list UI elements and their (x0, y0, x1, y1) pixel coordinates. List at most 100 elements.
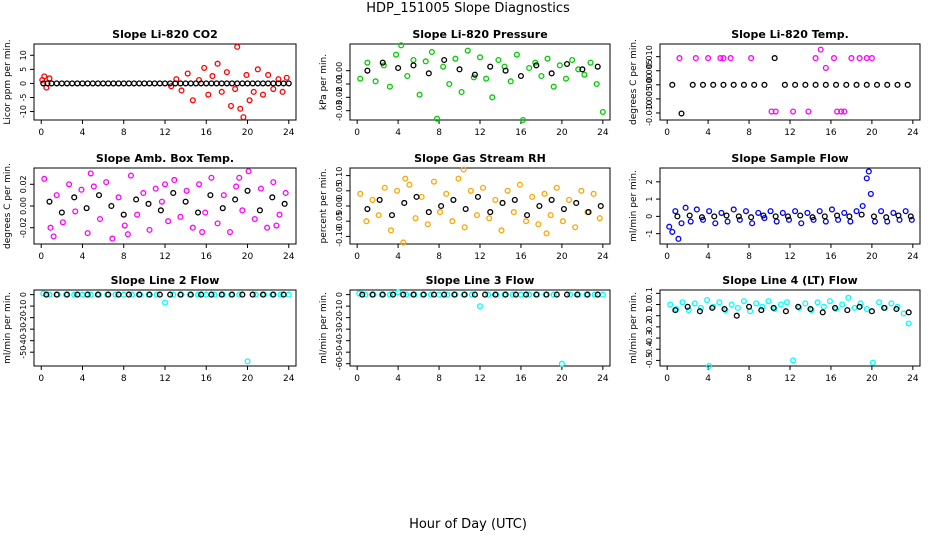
data-point (455, 175, 462, 182)
data-point (721, 305, 728, 313)
y-tick-label: -20 (19, 311, 28, 324)
data-point (187, 291, 194, 298)
data-point (748, 55, 755, 62)
data-point (816, 208, 823, 215)
data-point (507, 78, 514, 85)
data-point (773, 218, 780, 225)
data-point (386, 83, 393, 90)
data-point (553, 291, 560, 298)
data-point (464, 47, 471, 54)
data-point (386, 291, 393, 298)
data-point (727, 55, 734, 62)
x-tick-label: 0 (354, 128, 360, 138)
data-point (369, 291, 376, 298)
data-point (400, 239, 407, 246)
data-point (904, 81, 911, 88)
data-point (265, 71, 272, 79)
data-point (246, 97, 253, 104)
x-tick-label: 4 (705, 374, 711, 384)
data-point (440, 63, 447, 70)
data-point (543, 230, 550, 237)
data-point (249, 80, 256, 87)
y-axis-label: ml/min per min. (3, 292, 13, 364)
data-point (236, 174, 243, 181)
data-point (704, 297, 711, 304)
data-point (276, 211, 283, 218)
data-point (259, 80, 267, 87)
data-point (364, 59, 371, 66)
data-point (772, 108, 779, 115)
data-point (706, 208, 713, 215)
data-point (372, 78, 379, 85)
data-point (363, 218, 370, 225)
data-point (379, 291, 386, 298)
data-point (487, 209, 494, 216)
data-point (871, 218, 879, 225)
data-point (84, 291, 91, 298)
data-point (908, 216, 915, 223)
data-point (678, 110, 685, 117)
data-point (591, 291, 598, 298)
data-point (218, 80, 225, 87)
y-tick-label: -0.005 (645, 86, 654, 112)
x-tick-label: 20 (556, 374, 568, 384)
data-point (115, 194, 122, 201)
data-point (209, 73, 216, 80)
data-point (425, 209, 432, 216)
data-point (476, 54, 484, 61)
data-point (578, 187, 585, 194)
x-tick-label: 24 (283, 252, 295, 262)
data-point (805, 108, 812, 115)
x-tick-label: 8 (746, 252, 752, 262)
data-point (232, 196, 239, 203)
data-point (270, 85, 277, 93)
data-point (208, 291, 215, 298)
data-point (820, 303, 827, 310)
data-point (587, 59, 594, 66)
data-point (863, 55, 870, 62)
plot-frame (33, 167, 297, 245)
data-point (698, 214, 706, 221)
data-point (433, 115, 441, 122)
data-point (828, 206, 836, 213)
x-tick-label: 20 (242, 252, 254, 262)
data-point (523, 218, 530, 225)
data-point (724, 218, 731, 225)
data-point (674, 213, 681, 220)
data-point (543, 291, 550, 298)
x-tick-label: 4 (705, 128, 711, 138)
data-point (486, 215, 493, 222)
data-point (667, 301, 674, 308)
data-point (184, 70, 191, 77)
x-tick-label: 0 (38, 128, 44, 138)
data-point (902, 208, 909, 215)
data-point (767, 208, 774, 215)
data-point (846, 213, 853, 220)
data-point (584, 291, 591, 298)
data-point (178, 87, 185, 94)
data-point (232, 85, 239, 93)
data-point (753, 300, 760, 307)
data-point (281, 200, 288, 207)
data-point (566, 196, 573, 203)
data-point (223, 80, 230, 87)
data-point (876, 299, 883, 306)
data-point (814, 299, 821, 306)
data-point (826, 298, 833, 305)
data-point (402, 175, 409, 182)
data-point (395, 64, 402, 72)
data-point (669, 81, 676, 88)
data-point (535, 221, 542, 228)
data-point (869, 359, 876, 366)
data-point (125, 80, 132, 87)
y-axis-label: kPa per min. (319, 54, 329, 110)
data-point (410, 56, 417, 64)
data-point (195, 181, 203, 188)
data-point (270, 291, 277, 298)
data-point (474, 193, 482, 200)
data-point (157, 207, 164, 214)
data-point (471, 291, 478, 298)
y-tick-label: -0.4 (645, 341, 654, 357)
data-point (728, 301, 735, 308)
data-point (145, 200, 152, 207)
